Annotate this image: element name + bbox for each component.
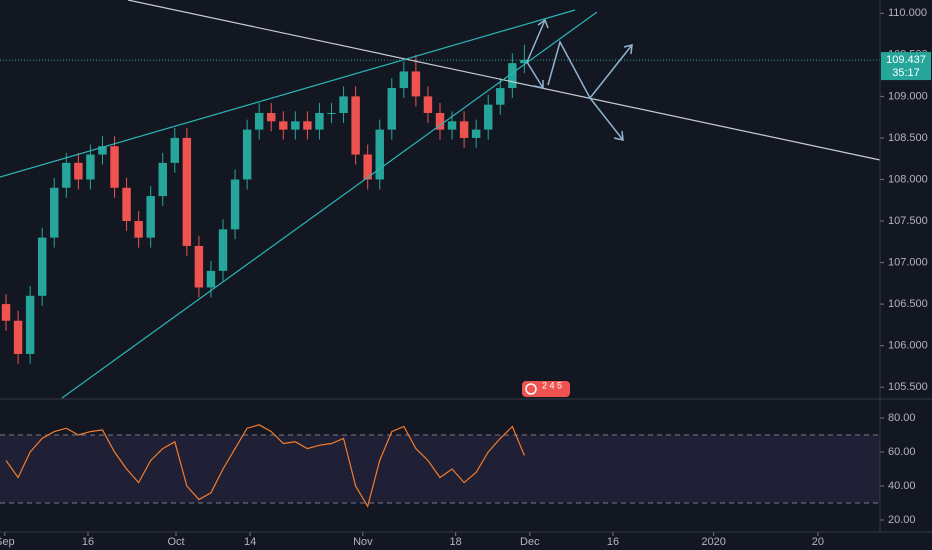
- x-tick-label: 16: [607, 536, 619, 548]
- y-tick-label: 20.00: [888, 514, 916, 526]
- countdown-label: 35:17: [892, 67, 920, 79]
- candle-body: [267, 113, 276, 122]
- rsi-line: [5, 424, 525, 508]
- candle-body: [411, 71, 421, 97]
- candle-body: [363, 154, 372, 180]
- candle-body: [218, 229, 228, 271]
- x-tick-label: 20: [812, 536, 824, 548]
- y-tick-label: 106.500: [888, 298, 928, 310]
- candle-body: [86, 154, 95, 180]
- candle-body: [254, 113, 264, 130]
- arrow: [526, 19, 546, 63]
- y-tick-label: 108.500: [888, 132, 928, 144]
- arrow-head: [613, 130, 624, 141]
- x-tick-label: 2020: [701, 536, 725, 548]
- candle-body: [459, 121, 469, 138]
- x-tick-label: Nov: [353, 536, 373, 548]
- candle-body: [134, 221, 143, 238]
- candle-body: [158, 162, 167, 197]
- candle-body: [74, 162, 83, 180]
- candle-body: [520, 59, 529, 64]
- candle-body: [351, 96, 360, 155]
- candle-body: [98, 146, 107, 155]
- candle-body: [1, 304, 11, 321]
- candle-body: [25, 295, 35, 354]
- last-price-box: [881, 52, 931, 81]
- candle-body: [291, 121, 300, 130]
- channel-lower: [61, 11, 598, 399]
- rsi-band: [0, 435, 880, 503]
- arrow: [547, 40, 633, 100]
- x-tick-label: Oct: [167, 536, 184, 548]
- arrow: [589, 97, 624, 141]
- candle-body: [182, 137, 192, 246]
- x-tick-label: Dec: [520, 536, 540, 548]
- candle-body: [146, 196, 155, 238]
- candle-body: [435, 113, 445, 130]
- y-tick-label: 40.00: [888, 480, 916, 492]
- arrow-head: [623, 44, 633, 55]
- y-tick-label: 107.500: [888, 215, 928, 227]
- candle-body: [13, 320, 23, 354]
- candle-body: [447, 121, 457, 130]
- candle-body: [496, 88, 505, 105]
- candle-body: [206, 270, 216, 288]
- candle-body: [194, 245, 204, 288]
- drawings: [0, 0, 881, 399]
- y-tick-label: 107.000: [888, 256, 928, 268]
- candle-body: [399, 71, 409, 89]
- candle-body: [170, 137, 180, 163]
- y-tick-label: 108.000: [888, 173, 928, 185]
- x-tick-label: 14: [244, 536, 256, 548]
- candle-body: [484, 104, 493, 130]
- candle-body: [508, 63, 517, 89]
- candle-body: [242, 129, 252, 180]
- candle-body: [62, 162, 71, 188]
- last-price-label: 109.437: [886, 54, 926, 66]
- candle-body: [303, 121, 312, 130]
- candle-body: [339, 96, 348, 114]
- y-tick-label: 80.00: [888, 412, 916, 424]
- y-tick-label: 109.000: [888, 90, 928, 102]
- y-tick-label: 105.500: [888, 381, 928, 393]
- channel-upper: [0, 9, 576, 178]
- x-tick-label: Sep: [0, 536, 15, 548]
- badge: 2 4 5: [522, 380, 570, 397]
- arrow-head: [537, 18, 549, 29]
- candle-body: [110, 146, 119, 188]
- candle-body: [423, 96, 433, 114]
- candle-body: [375, 129, 384, 180]
- candle-body: [471, 129, 481, 138]
- x-tick-label: 16: [82, 536, 94, 548]
- trend-line: [127, 0, 881, 161]
- candle-body: [50, 187, 59, 238]
- y-tick-label: 60.00: [888, 446, 916, 458]
- arrow: [526, 61, 544, 89]
- arrow-head: [533, 80, 544, 89]
- candle-body: [315, 113, 324, 130]
- candle-body: [387, 88, 396, 130]
- x-tick-label: 18: [450, 536, 462, 548]
- candle-body: [37, 237, 47, 296]
- badge-text: 2 4 5: [542, 380, 562, 390]
- plot-area: 110.000109.500109.000108.500108.000107.5…: [0, 7, 931, 548]
- candle-body: [122, 187, 131, 222]
- candle-body: [327, 113, 336, 115]
- y-tick-label: 110.000: [888, 7, 927, 19]
- y-tick-label: 106.000: [888, 340, 928, 352]
- candle-body: [279, 121, 288, 130]
- candle-body: [230, 179, 240, 230]
- projection-arrows: [526, 18, 633, 141]
- badge-icon: [525, 383, 537, 395]
